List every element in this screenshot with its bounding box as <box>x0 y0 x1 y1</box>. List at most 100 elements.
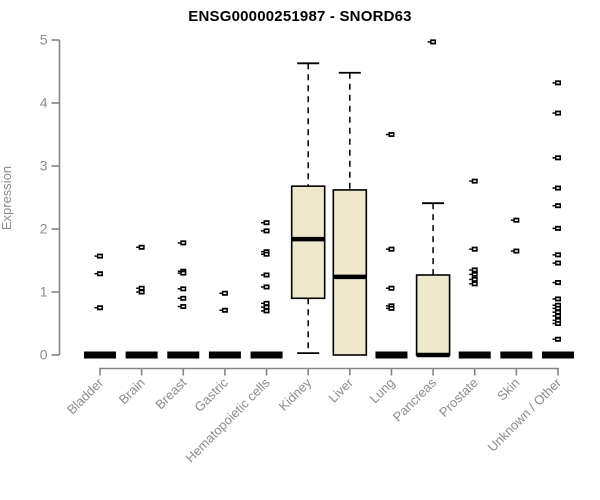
collapsed-box <box>542 351 574 359</box>
outlier-point <box>552 321 561 326</box>
outlier-point <box>136 244 145 250</box>
outlier-point <box>261 304 270 310</box>
iqr-box <box>415 274 451 356</box>
iqr-box <box>332 189 368 356</box>
y-tick-label: 3 <box>40 158 48 174</box>
x-tick-label: Lung <box>367 375 398 406</box>
y-tick-label: 2 <box>40 221 48 237</box>
outlier-point <box>261 272 270 278</box>
outlier-point <box>552 252 561 258</box>
outlier-point <box>385 285 395 291</box>
outlier-point <box>552 302 561 308</box>
outlier-point <box>136 289 145 295</box>
box-breast <box>167 240 200 359</box>
y-tick-label: 5 <box>40 32 48 48</box>
x-tick-label: Pancreas <box>390 375 440 425</box>
outlier-point <box>261 220 270 226</box>
y-tick-label: 0 <box>40 347 48 363</box>
chart-title: ENSG00000251987 - SNORD63 <box>188 8 412 25</box>
outlier-point <box>510 217 520 223</box>
box-hematopoietic-cells <box>250 220 283 359</box>
box-skin <box>500 217 533 359</box>
y-tick-label: 1 <box>40 284 48 300</box>
outlier-point <box>510 248 520 254</box>
box-gastric <box>208 290 241 359</box>
collapsed-box <box>125 351 158 359</box>
outlier-point <box>94 271 103 277</box>
outlier-point <box>177 270 187 276</box>
outlier-point <box>552 296 561 302</box>
collapsed-box <box>375 351 408 359</box>
box-kidney <box>290 62 326 355</box>
outlier-point <box>552 336 561 342</box>
outlier-point <box>94 305 103 311</box>
x-tick-label: Liver <box>325 375 356 406</box>
outlier-point <box>385 303 395 309</box>
outlier-point <box>136 285 145 291</box>
outlier-point <box>552 80 561 86</box>
x-tick-label: Unknown / Other <box>485 375 565 455</box>
outlier-point <box>177 286 187 292</box>
outlier-point <box>94 253 103 259</box>
outlier-point <box>261 249 270 255</box>
collapsed-box <box>250 351 283 359</box>
x-tick-label: Skin <box>494 375 522 403</box>
outlier-point <box>552 110 561 116</box>
x-tick-label: Bladder <box>64 375 107 418</box>
outlier-point <box>385 246 395 252</box>
outlier-point <box>469 271 478 277</box>
outlier-point <box>469 276 478 282</box>
collapsed-box <box>208 351 241 359</box>
outlier-point <box>385 305 395 311</box>
outlier-point <box>177 303 187 309</box>
outlier-point <box>552 313 561 319</box>
box-prostate <box>458 178 491 359</box>
box-liver <box>332 71 368 356</box>
outlier-point <box>552 155 561 161</box>
outlier-point <box>552 280 561 286</box>
collapsed-box <box>84 351 116 359</box>
outlier-point <box>261 308 270 314</box>
x-tick-label: Gastric <box>191 375 231 415</box>
outlier-point <box>552 185 561 191</box>
y-axis: 0 1 2 3 4 5 <box>40 32 61 363</box>
outlier-point <box>261 300 270 306</box>
box-pancreas <box>415 39 451 358</box>
outlier-point <box>552 309 561 315</box>
outlier-point <box>427 39 437 45</box>
outlier-point <box>552 317 561 323</box>
collapsed-box <box>500 351 533 359</box>
x-tick-label: Prostate <box>436 375 481 420</box>
collapsed-box <box>458 351 491 359</box>
outlier-point <box>385 132 395 137</box>
outlier-point <box>219 290 228 296</box>
box-brain <box>125 244 158 359</box>
outlier-point <box>469 281 478 287</box>
iqr-box <box>290 185 326 300</box>
box-unknown-other <box>542 80 574 359</box>
outlier-point <box>552 305 561 311</box>
outlier-point <box>469 267 478 273</box>
outlier-point <box>469 178 478 184</box>
outlier-point <box>177 295 187 301</box>
box-bladder <box>84 253 116 359</box>
x-tick-label: Kidney <box>276 375 315 414</box>
outlier-point <box>552 203 561 209</box>
y-tick-label: 4 <box>40 95 48 111</box>
x-tick-label: Breast <box>152 375 189 412</box>
y-axis-label: Expression <box>0 165 14 231</box>
collapsed-box <box>167 351 200 359</box>
outlier-point <box>552 225 561 231</box>
outlier-point <box>219 307 228 313</box>
outlier-point <box>261 251 270 257</box>
box-lung <box>375 132 408 359</box>
x-tick-label: Brain <box>116 375 148 407</box>
outlier-point <box>552 260 561 266</box>
outlier-point <box>469 246 478 252</box>
outlier-point <box>177 240 187 246</box>
outlier-point <box>261 284 270 290</box>
outlier-point <box>261 228 270 234</box>
